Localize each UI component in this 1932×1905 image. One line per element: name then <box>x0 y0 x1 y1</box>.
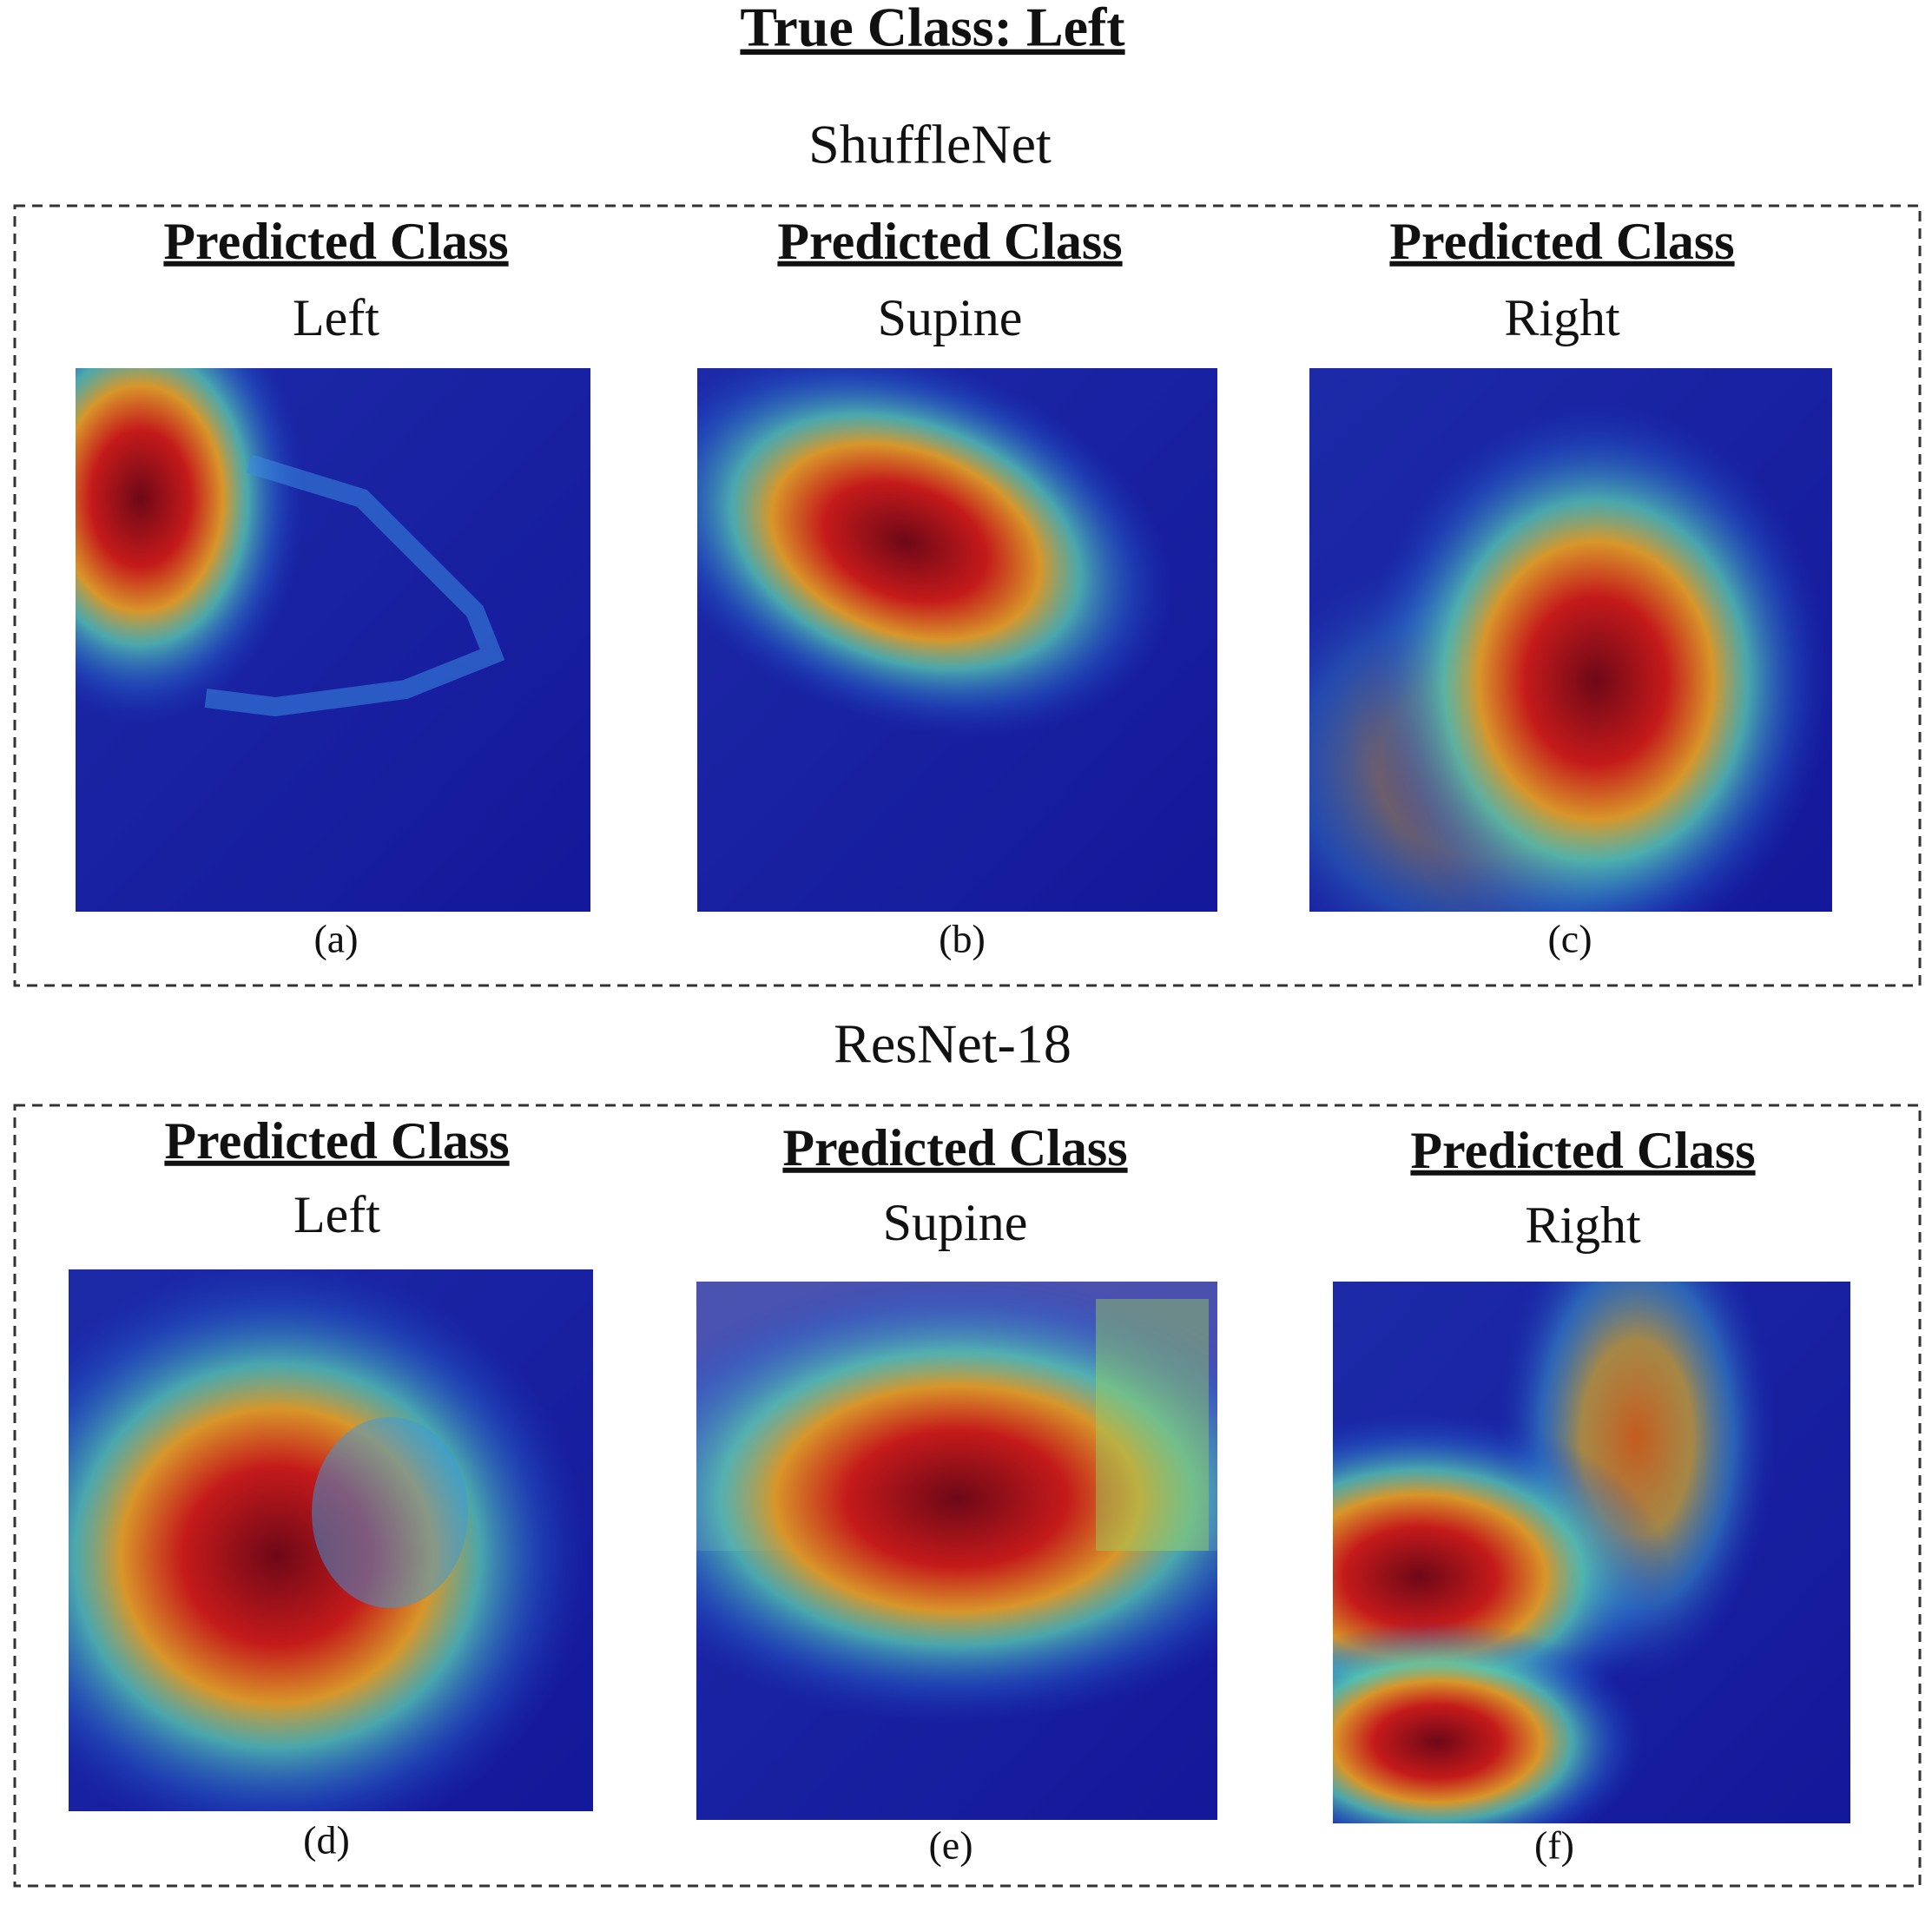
group-box <box>13 1104 1922 1888</box>
panel-caption: (c) <box>1547 917 1592 961</box>
panel-label: Supine <box>883 1194 1028 1251</box>
panel-caption: (a) <box>313 917 358 961</box>
panel-label: Right <box>1525 1196 1641 1254</box>
panel-heading: Predicted Class <box>777 213 1122 270</box>
panel-label: Left <box>293 1186 380 1243</box>
group-title: ResNet-18 <box>834 1013 1072 1075</box>
panel-label: Right <box>1504 289 1620 346</box>
heatmap <box>697 368 1217 912</box>
panel-heading: Predicted Class <box>164 1112 509 1170</box>
panel-caption: (b) <box>939 917 986 961</box>
group-box <box>13 204 1922 987</box>
panel-label: Left <box>293 289 379 346</box>
panel-label: Supine <box>878 289 1023 346</box>
panel-caption: (e) <box>928 1823 973 1868</box>
heatmap <box>69 1269 593 1811</box>
heatmap <box>1333 1282 1850 1823</box>
panel-caption: (f) <box>1534 1823 1574 1868</box>
figure-title: True Class: Left <box>740 0 1125 58</box>
panel-heading: Predicted Class <box>1410 1122 1755 1179</box>
panel-heading: Predicted Class <box>782 1119 1127 1177</box>
panel-heading: Predicted Class <box>1389 213 1734 270</box>
heatmap <box>76 368 590 912</box>
heatmap <box>696 1282 1217 1820</box>
panel-heading: Predicted Class <box>163 213 508 270</box>
panel-caption: (d) <box>303 1818 350 1862</box>
group-title: ShuffleNet <box>808 114 1052 175</box>
heatmap <box>1309 368 1832 912</box>
